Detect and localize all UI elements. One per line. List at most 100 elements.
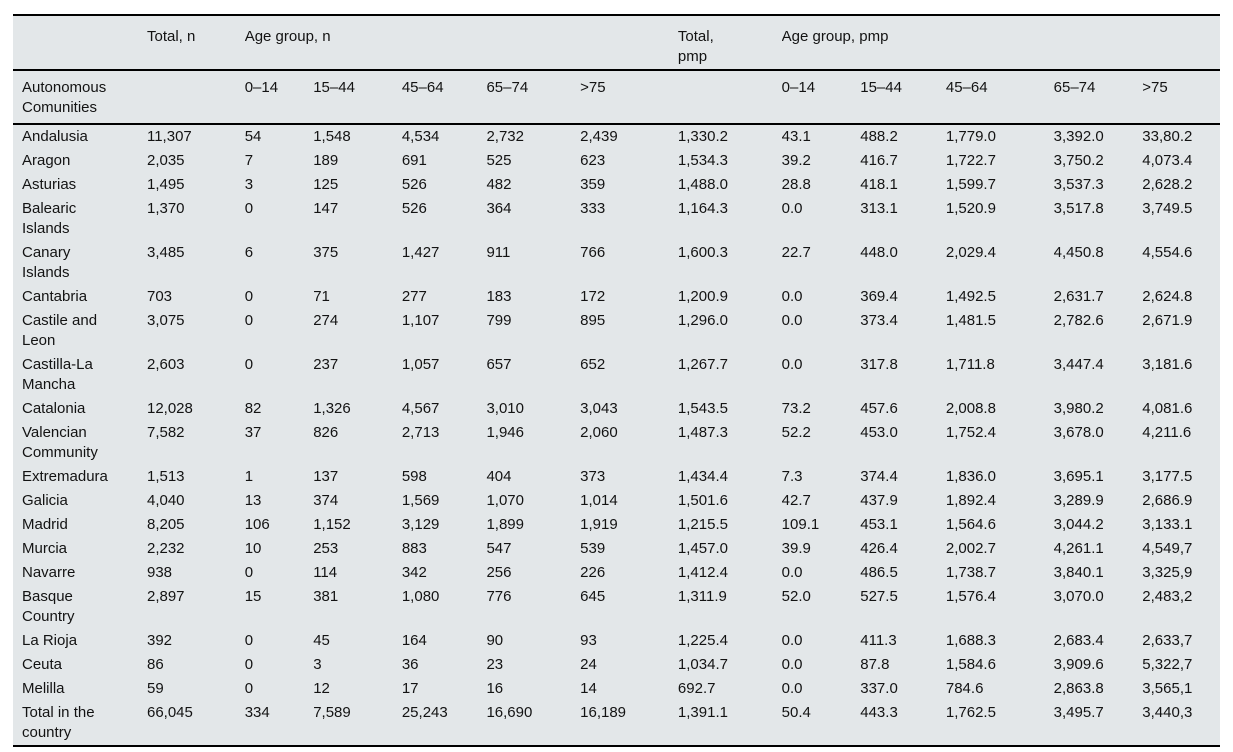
cell-pmp-over-75: 3,440,3 bbox=[1142, 704, 1193, 721]
cell-pmp-over-75: 3,749.5 bbox=[1142, 200, 1193, 217]
cell-n-0-14: 13 bbox=[244, 492, 262, 509]
cell-n-15-44: 375 bbox=[313, 244, 339, 261]
cell-n-0-14: 0 bbox=[244, 632, 254, 649]
table-body: Andalusia 11,307 54 1,548 4,534 2,732 2,439 1,3… bbox=[13, 124, 1220, 746]
cell-pmp-45-64: 1,599.7 bbox=[945, 176, 996, 193]
cell-n-65-74: 2,732 bbox=[486, 128, 524, 145]
cell-n-over-75: 333 bbox=[580, 200, 606, 217]
cell-total-pmp: 1,487.3 bbox=[677, 424, 728, 441]
table-header: Total, n Age group, n Total, pmp Age gro… bbox=[13, 15, 1220, 125]
cell-pmp-0-14: 0.0 bbox=[781, 564, 803, 581]
cell-n-45-64: 1,107 bbox=[401, 312, 440, 329]
cell-pmp-over-75: 3,133.1 bbox=[1142, 516, 1193, 533]
cell-pmp-0-14: 7.3 bbox=[781, 468, 803, 485]
row-label-cell: Extremadura bbox=[22, 468, 108, 485]
header-pmp-age-65-74: 65–74 bbox=[1053, 70, 1143, 125]
table-row: Total in the country 66,045 334 7,589 25,243… bbox=[13, 701, 1220, 746]
cell-pmp-45-64: 2,008.8 bbox=[945, 400, 996, 417]
cell-pmp-0-14: 0.0 bbox=[781, 288, 803, 305]
cell-n-45-64: 1,427 bbox=[401, 244, 440, 261]
cell-n-0-14: 54 bbox=[244, 128, 262, 145]
cell-n-65-74: 547 bbox=[486, 540, 512, 557]
cell-pmp-over-75: 4,549,7 bbox=[1142, 540, 1193, 557]
table-row: Navarre 938 0 114 342 256 226 1,412.4 0.0 486.5 1,… bbox=[13, 561, 1220, 585]
cell-pmp-15-44: 374.4 bbox=[860, 468, 898, 485]
cell-total-pmp: 1,296.0 bbox=[677, 312, 728, 329]
cell-n-45-64: 17 bbox=[401, 680, 419, 697]
cell-pmp-65-74: 3,840.1 bbox=[1053, 564, 1104, 581]
cell-pmp-0-14: 50.4 bbox=[781, 704, 811, 721]
cell-pmp-65-74: 2,683.4 bbox=[1053, 632, 1104, 649]
cell-n-65-74: 3,010 bbox=[486, 400, 524, 417]
cell-n-45-64: 164 bbox=[401, 632, 427, 649]
cell-pmp-0-14: 39.2 bbox=[781, 152, 811, 169]
cell-n-0-14: 0 bbox=[244, 288, 254, 305]
cell-pmp-15-44: 317.8 bbox=[860, 356, 898, 373]
cell-pmp-15-44: 437.9 bbox=[860, 492, 898, 509]
cell-pmp-over-75: 33,80.2 bbox=[1142, 128, 1193, 145]
cell-n-15-44: 1,326 bbox=[313, 400, 351, 417]
cell-total-n: 1,495 bbox=[146, 176, 185, 193]
cell-pmp-45-64: 784.6 bbox=[945, 680, 984, 697]
cell-n-15-44: 253 bbox=[313, 540, 339, 557]
cell-n-65-74: 525 bbox=[486, 152, 512, 169]
header-empty-total-pmp bbox=[677, 70, 782, 125]
cell-n-15-44: 12 bbox=[313, 680, 330, 697]
cell-n-0-14: 334 bbox=[244, 704, 270, 721]
cell-pmp-65-74: 3,537.3 bbox=[1053, 176, 1104, 193]
cell-n-0-14: 10 bbox=[244, 540, 262, 557]
cell-total-pmp: 1,501.6 bbox=[677, 492, 728, 509]
row-label-cell: Madrid bbox=[22, 516, 68, 533]
row-label-cell: Total in the country bbox=[22, 704, 95, 741]
header-spacer bbox=[13, 15, 147, 71]
cell-pmp-over-75: 2,624.8 bbox=[1142, 288, 1193, 305]
cell-n-65-74: 776 bbox=[486, 588, 512, 605]
table-row: La Rioja 392 0 45 164 90 93 1,225.4 0.0 411.3 1,68… bbox=[13, 629, 1220, 653]
cell-n-over-75: 373 bbox=[580, 468, 606, 485]
cell-pmp-65-74: 3,678.0 bbox=[1053, 424, 1104, 441]
cell-pmp-15-44: 453.0 bbox=[860, 424, 898, 441]
cell-total-n: 938 bbox=[146, 564, 173, 581]
row-label-cell: Castile and Leon bbox=[22, 312, 98, 349]
cell-n-0-14: 0 bbox=[244, 680, 254, 697]
cell-n-15-44: 826 bbox=[313, 424, 339, 441]
cell-pmp-over-75: 4,211.6 bbox=[1142, 424, 1192, 441]
cell-pmp-0-14: 52.2 bbox=[781, 424, 811, 441]
cell-pmp-over-75: 4,073.4 bbox=[1142, 152, 1193, 169]
cell-pmp-15-44: 411.3 bbox=[860, 632, 897, 649]
table-row: Andalusia 11,307 54 1,548 4,534 2,732 2,439 1,3… bbox=[13, 124, 1220, 149]
cell-total-pmp: 1,391.1 bbox=[677, 704, 728, 721]
cell-total-n: 3,485 bbox=[146, 244, 185, 261]
row-label-cell: Valencian Community bbox=[22, 424, 98, 461]
cell-n-over-75: 895 bbox=[580, 312, 606, 329]
cell-pmp-45-64: 1,892.4 bbox=[945, 492, 996, 509]
cell-pmp-45-64: 1,722.7 bbox=[945, 152, 996, 169]
cell-n-65-74: 1,070 bbox=[486, 492, 524, 509]
cell-pmp-15-44: 486.5 bbox=[860, 564, 898, 581]
row-label-cell: Melilla bbox=[22, 680, 65, 697]
cell-pmp-over-75: 2,686.9 bbox=[1142, 492, 1193, 509]
cell-total-n: 86 bbox=[146, 656, 164, 673]
cell-n-over-75: 2,439 bbox=[580, 128, 618, 145]
cell-n-over-75: 3,043 bbox=[580, 400, 618, 417]
row-label-cell: Catalonia bbox=[22, 400, 86, 417]
cell-n-0-14: 0 bbox=[244, 200, 254, 217]
row-label-cell: Canary Islands bbox=[22, 244, 71, 281]
cell-pmp-0-14: 42.7 bbox=[781, 492, 811, 509]
cell-n-45-64: 25,243 bbox=[401, 704, 448, 721]
cell-n-45-64: 1,569 bbox=[401, 492, 440, 509]
cell-n-0-14: 3 bbox=[244, 176, 254, 193]
cell-total-n: 8,205 bbox=[146, 516, 185, 533]
cell-n-15-44: 147 bbox=[313, 200, 339, 217]
cell-pmp-over-75: 4,081.6 bbox=[1142, 400, 1193, 417]
cell-pmp-15-44: 453.1 bbox=[860, 516, 898, 533]
cell-total-pmp: 1,267.7 bbox=[677, 356, 728, 373]
cell-n-65-74: 1,899 bbox=[486, 516, 524, 533]
cell-n-45-64: 36 bbox=[401, 656, 419, 673]
cell-pmp-65-74: 2,782.6 bbox=[1053, 312, 1104, 329]
cell-total-pmp: 1,543.5 bbox=[677, 400, 728, 417]
cell-n-65-74: 911 bbox=[486, 244, 511, 261]
cell-n-45-64: 691 bbox=[401, 152, 427, 169]
cell-pmp-15-44: 373.4 bbox=[860, 312, 898, 329]
cell-total-pmp: 1,034.7 bbox=[677, 656, 728, 673]
